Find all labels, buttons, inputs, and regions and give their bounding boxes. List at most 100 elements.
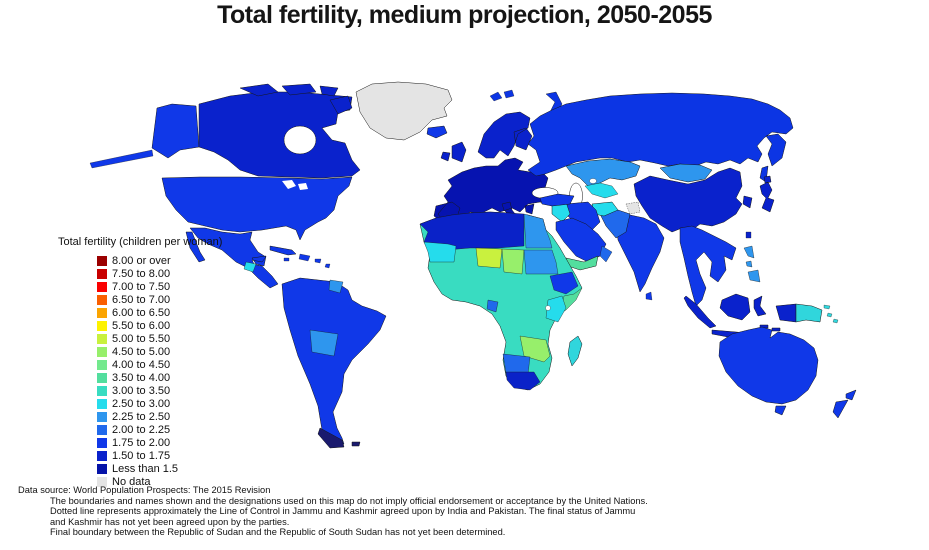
legend-swatch [97, 463, 107, 474]
legend-label: 5.00 to 5.50 [112, 332, 171, 345]
legend-label: 5.50 to 6.00 [112, 319, 171, 332]
legend-label: No data [112, 475, 151, 488]
region-alaska [151, 103, 200, 159]
legend-item: 2.50 to 3.00 [97, 397, 222, 410]
region-south-africa [505, 371, 541, 391]
legend-label: 4.00 to 4.50 [112, 358, 171, 371]
region-iran [565, 201, 601, 231]
legend-item: 6.50 to 7.00 [97, 293, 222, 306]
region-pacific-islands [823, 304, 839, 324]
region-japan [759, 175, 775, 213]
footnote-line: and Kashmir has not yet been agreed upon… [50, 516, 290, 527]
footnotes: Data source: World Population Prospects:… [18, 485, 648, 538]
region-zambia-mozambique [519, 335, 551, 363]
region-mongolia [659, 163, 713, 183]
legend-label: 4.50 to 5.00 [112, 345, 171, 358]
region-philippines [743, 245, 761, 283]
region-iceland [426, 125, 448, 139]
region-canada [198, 91, 361, 179]
legend-item: 1.50 to 1.75 [97, 449, 222, 462]
region-china [633, 167, 743, 233]
legend-item: No data [97, 475, 222, 488]
legend-item: 7.50 to 8.00 [97, 267, 222, 280]
region-egypt [523, 213, 553, 249]
region-south-america [281, 277, 387, 447]
legend-item: Less than 1.5 [97, 462, 222, 475]
region-taiwan [745, 231, 752, 239]
region-west-sahara [423, 241, 457, 263]
legend: Total fertility (children per woman) 8.0… [58, 236, 222, 488]
page-title: Total fertility, medium projection, 2050… [217, 1, 712, 29]
legend-swatch [97, 255, 107, 266]
legend-item: 1.75 to 2.00 [97, 436, 222, 449]
legend-swatch [97, 424, 107, 435]
legend-swatch [97, 359, 107, 370]
region-scandinavia [477, 111, 533, 159]
region-greenland [355, 81, 453, 141]
legend-swatch [97, 437, 107, 448]
legend-label: 7.00 to 7.50 [112, 280, 171, 293]
region-caribbean [283, 253, 331, 269]
region-namibia-botswana [502, 353, 531, 375]
legend-item: 3.50 to 4.00 [97, 371, 222, 384]
legend-label: 1.75 to 2.00 [112, 436, 171, 449]
legend-swatch [97, 398, 107, 409]
footnote-lines: The boundaries and names shown and the d… [18, 496, 648, 538]
legend-label: 7.50 to 8.00 [112, 267, 171, 280]
region-central-asia [584, 182, 619, 199]
legend-item: 6.00 to 6.50 [97, 306, 222, 319]
legend-label: 6.50 to 7.00 [112, 293, 171, 306]
great-lakes [282, 180, 308, 190]
legend-item: 7.00 to 7.50 [97, 280, 222, 293]
region-ireland [440, 151, 451, 162]
legend-swatch [97, 372, 107, 383]
legend-swatch [97, 294, 107, 305]
region-gabon [486, 299, 499, 313]
region-ethiopia [549, 271, 579, 295]
legend-swatch [97, 268, 107, 279]
legend-label: 2.25 to 2.50 [112, 410, 171, 423]
region-korea [742, 195, 753, 209]
region-papua-new-guinea [795, 303, 823, 323]
region-turkey [539, 193, 575, 207]
region-india [615, 214, 665, 293]
region-east-africa [545, 295, 567, 323]
legend-swatch [97, 281, 107, 292]
hudson-bay [283, 125, 317, 155]
legend-label: 2.50 to 3.00 [112, 397, 171, 410]
legend-swatch [97, 346, 107, 357]
region-svalbard [489, 89, 515, 102]
legend-label: 1.50 to 1.75 [112, 449, 171, 462]
legend-item: 2.25 to 2.50 [97, 410, 222, 423]
legend-item: 5.50 to 6.00 [97, 319, 222, 332]
region-cuba [269, 245, 297, 256]
legend-label: 6.00 to 6.50 [112, 306, 171, 319]
region-aleutians [89, 149, 154, 169]
legend-header: Total fertility (children per woman) [58, 236, 223, 248]
legend-label: 3.00 to 3.50 [112, 384, 171, 397]
footnote-line: The boundaries and names shown and the d… [50, 495, 648, 506]
legend-swatch [97, 411, 107, 422]
legend-swatch [97, 320, 107, 331]
region-usa [161, 176, 353, 241]
region-bolivia [309, 329, 339, 357]
legend-label: 8.00 or over [112, 254, 171, 267]
region-new-zealand [832, 389, 857, 419]
region-uk [451, 141, 467, 163]
region-madagascar [567, 335, 583, 367]
legend-swatch [97, 307, 107, 318]
lake-victoria [545, 305, 551, 311]
legend-label: 2.00 to 2.25 [112, 423, 171, 436]
legend-swatch [97, 333, 107, 344]
legend-label: Less than 1.5 [112, 462, 179, 475]
region-oman [599, 245, 613, 263]
legend-label: 3.50 to 4.00 [112, 371, 171, 384]
footnote-line: Final boundary between the Republic of S… [50, 527, 506, 538]
region-niger [475, 247, 503, 269]
region-guatemala [243, 261, 257, 273]
legend-items: 8.00 or over 7.50 to 8.00 7.00 to 7.50 6… [58, 254, 222, 488]
region-kazakhstan [565, 158, 641, 187]
legend-item: 5.00 to 5.50 [97, 332, 222, 345]
region-se-asia [679, 225, 737, 307]
